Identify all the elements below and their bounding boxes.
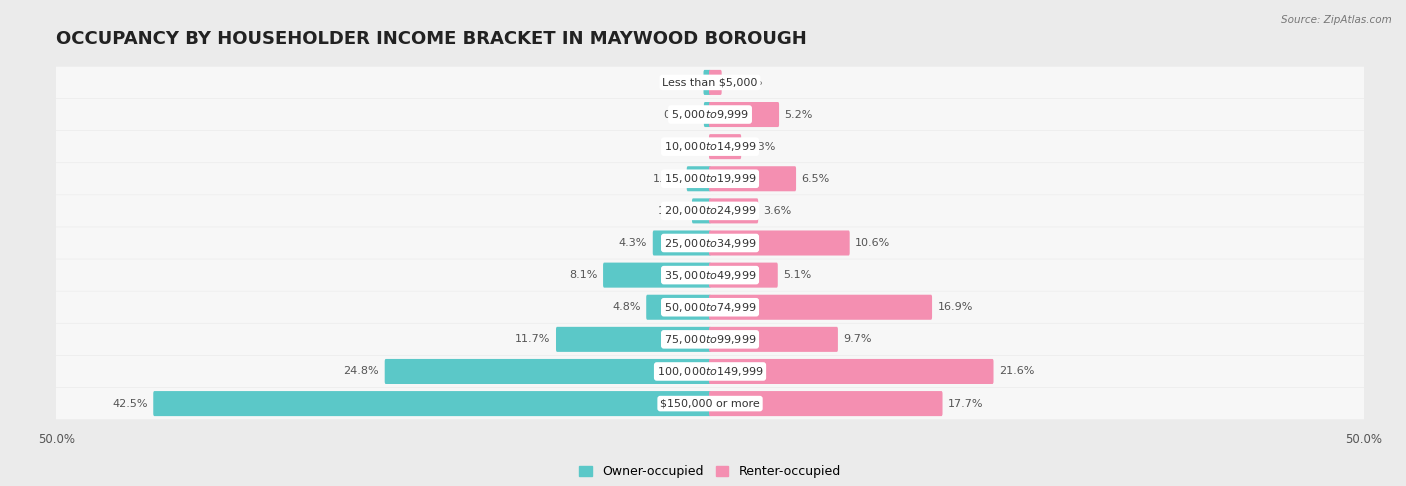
Text: 3.6%: 3.6% <box>763 206 792 216</box>
Text: 2.3%: 2.3% <box>747 141 775 152</box>
FancyBboxPatch shape <box>647 295 711 320</box>
Text: 1.3%: 1.3% <box>658 206 686 216</box>
FancyBboxPatch shape <box>153 391 711 416</box>
Text: 1.7%: 1.7% <box>652 174 682 184</box>
FancyBboxPatch shape <box>709 102 779 127</box>
Text: $100,000 to $149,999: $100,000 to $149,999 <box>657 365 763 378</box>
FancyBboxPatch shape <box>44 356 1376 387</box>
Text: 4.8%: 4.8% <box>612 302 641 312</box>
FancyBboxPatch shape <box>44 99 1376 130</box>
Text: 0.0%: 0.0% <box>675 141 703 152</box>
FancyBboxPatch shape <box>44 292 1376 323</box>
FancyBboxPatch shape <box>44 163 1376 194</box>
Text: $15,000 to $19,999: $15,000 to $19,999 <box>664 172 756 185</box>
Text: 21.6%: 21.6% <box>1000 366 1035 377</box>
FancyBboxPatch shape <box>709 391 942 416</box>
Text: OCCUPANCY BY HOUSEHOLDER INCOME BRACKET IN MAYWOOD BOROUGH: OCCUPANCY BY HOUSEHOLDER INCOME BRACKET … <box>56 31 807 49</box>
FancyBboxPatch shape <box>44 260 1376 291</box>
Text: 0.39%: 0.39% <box>664 109 699 120</box>
FancyBboxPatch shape <box>44 131 1376 162</box>
Text: 5.2%: 5.2% <box>785 109 813 120</box>
Text: 24.8%: 24.8% <box>343 366 380 377</box>
FancyBboxPatch shape <box>703 70 711 95</box>
Text: $10,000 to $14,999: $10,000 to $14,999 <box>664 140 756 153</box>
Text: $35,000 to $49,999: $35,000 to $49,999 <box>664 269 756 281</box>
FancyBboxPatch shape <box>385 359 711 384</box>
Text: $25,000 to $34,999: $25,000 to $34,999 <box>664 237 756 249</box>
FancyBboxPatch shape <box>603 262 711 288</box>
Text: Source: ZipAtlas.com: Source: ZipAtlas.com <box>1281 15 1392 25</box>
FancyBboxPatch shape <box>44 388 1376 419</box>
Text: 10.6%: 10.6% <box>855 238 890 248</box>
Text: $50,000 to $74,999: $50,000 to $74,999 <box>664 301 756 314</box>
FancyBboxPatch shape <box>709 134 741 159</box>
FancyBboxPatch shape <box>44 324 1376 355</box>
FancyBboxPatch shape <box>686 166 711 191</box>
FancyBboxPatch shape <box>652 230 711 256</box>
FancyBboxPatch shape <box>704 102 711 127</box>
FancyBboxPatch shape <box>709 327 838 352</box>
Text: 8.1%: 8.1% <box>569 270 598 280</box>
FancyBboxPatch shape <box>709 166 796 191</box>
Text: 0.42%: 0.42% <box>662 77 697 87</box>
FancyBboxPatch shape <box>709 295 932 320</box>
Text: $20,000 to $24,999: $20,000 to $24,999 <box>664 205 756 217</box>
Text: 4.3%: 4.3% <box>619 238 647 248</box>
Text: 9.7%: 9.7% <box>844 334 872 345</box>
Text: 6.5%: 6.5% <box>801 174 830 184</box>
Text: 0.81%: 0.81% <box>727 77 762 87</box>
FancyBboxPatch shape <box>44 195 1376 226</box>
FancyBboxPatch shape <box>709 262 778 288</box>
FancyBboxPatch shape <box>709 198 758 224</box>
FancyBboxPatch shape <box>44 227 1376 259</box>
FancyBboxPatch shape <box>709 230 849 256</box>
Text: $75,000 to $99,999: $75,000 to $99,999 <box>664 333 756 346</box>
FancyBboxPatch shape <box>709 70 721 95</box>
Legend: Owner-occupied, Renter-occupied: Owner-occupied, Renter-occupied <box>575 460 845 483</box>
FancyBboxPatch shape <box>44 67 1376 98</box>
Text: 11.7%: 11.7% <box>515 334 551 345</box>
FancyBboxPatch shape <box>709 359 994 384</box>
Text: 16.9%: 16.9% <box>938 302 973 312</box>
Text: 17.7%: 17.7% <box>948 399 984 409</box>
Text: 5.1%: 5.1% <box>783 270 811 280</box>
FancyBboxPatch shape <box>555 327 711 352</box>
Text: 42.5%: 42.5% <box>112 399 148 409</box>
Text: $5,000 to $9,999: $5,000 to $9,999 <box>671 108 749 121</box>
Text: Less than $5,000: Less than $5,000 <box>662 77 758 87</box>
Text: $150,000 or more: $150,000 or more <box>661 399 759 409</box>
FancyBboxPatch shape <box>692 198 711 224</box>
